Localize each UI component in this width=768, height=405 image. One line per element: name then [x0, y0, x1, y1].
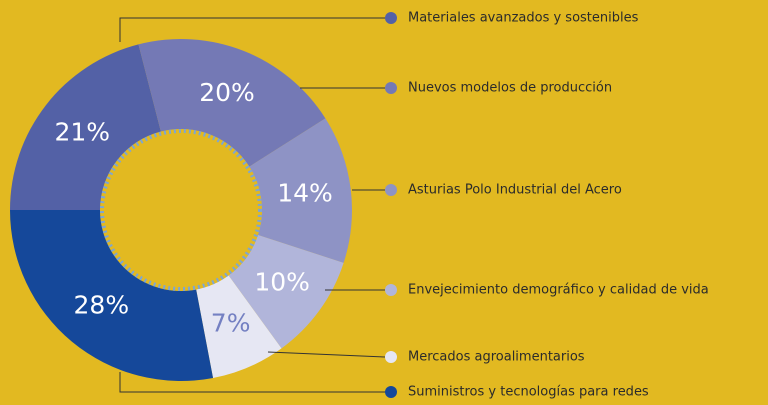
value-label: 21%: [54, 117, 110, 146]
value-label: 14%: [277, 178, 333, 207]
legend-dot: [385, 351, 397, 363]
legend-label: Suministros y tecnologías para redes: [408, 385, 649, 400]
donut-segment: [249, 118, 352, 263]
donut-segment: [138, 39, 326, 167]
connector: [267, 351, 386, 358]
inner-ring: [100, 129, 262, 291]
legend-dot: [385, 12, 397, 24]
legend-label: Asturias Polo Industrial del Acero: [408, 183, 622, 198]
value-label: 20%: [199, 78, 255, 107]
legend-dot: [385, 82, 397, 94]
connector: [119, 17, 385, 42]
legend-dot: [385, 284, 397, 296]
donut-segment: [10, 210, 214, 381]
legend-label: Nuevos modelos de producción: [408, 81, 612, 96]
legend-label: Materiales avanzados y sostenibles: [408, 11, 639, 26]
value-label: 28%: [74, 290, 130, 319]
value-label: 7%: [211, 309, 251, 338]
donut-segment: [10, 44, 161, 210]
legend-dot: [385, 184, 397, 196]
connector: [119, 372, 385, 393]
legend-label: Mercados agroalimentarios: [408, 350, 585, 365]
legend-dot: [385, 386, 397, 398]
donut-segment: [228, 235, 344, 349]
value-label: 10%: [254, 267, 310, 296]
donut-segment: [196, 275, 282, 378]
legend-label: Envejecimiento demográfico y calidad de …: [408, 283, 709, 298]
